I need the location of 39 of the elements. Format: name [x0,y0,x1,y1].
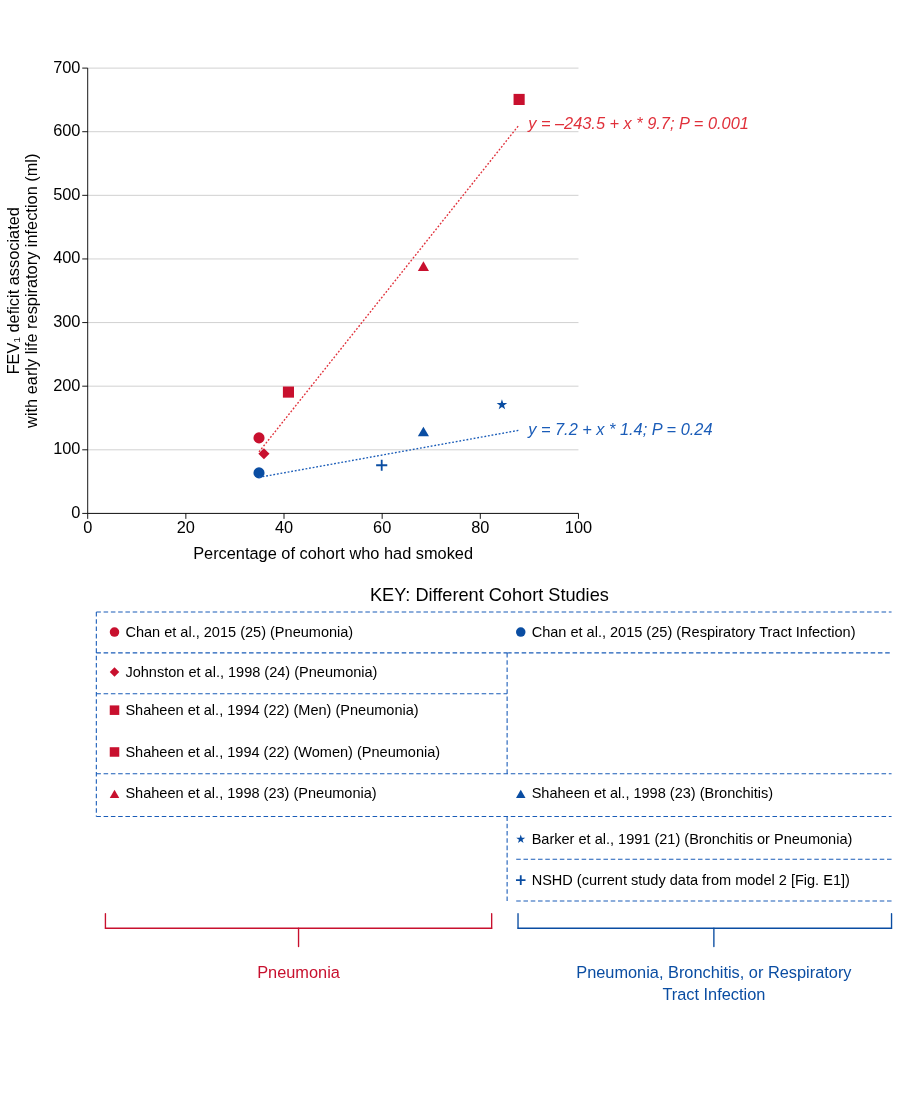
x-tick-label: 60 [373,518,392,537]
legend-label: NSHD (current study data from model 2 [Fig. E1]) [531,871,850,888]
point [253,432,265,444]
y-tick-label: 700 [53,57,81,76]
y-tick-label: 100 [53,439,81,458]
y-tick-label: 400 [53,248,81,267]
text: Pneumonia, Bronchitis, or Respiratory Tract Infection [576,963,853,1004]
y-tick-label: 0 [71,502,81,521]
annotation: y = –243.5 + x * 9.7; P = 0.001 [527,114,749,133]
x-tick-label: 100 [564,518,593,537]
y-tick-label: 300 [53,312,81,331]
y-tick-label: 600 [53,121,81,140]
y-axis-title: FEV₁ deficit associated with early life respiratory infection (ml) [3,153,40,429]
point [496,399,508,410]
point [258,448,270,460]
annotation: y = 7.2 + x * 1.4; P = 0.24 [527,419,713,438]
x-tick-label: 0 [83,518,93,537]
point [375,458,389,472]
y-tick-label: 200 [53,375,81,394]
legend-label: Shaheen et al., 1998 (23) (Pneumonia) [125,785,377,802]
x-tick-label: 40 [274,518,294,537]
legend-label: Barker et al., 1991 (21) (Bronchitis or Pneumonia) [531,830,853,847]
point [513,93,525,106]
legend-label: Shaheen et al., 1994 (22) (Women) (Pneumonia) [125,743,441,760]
legend-label: Chan et al., 2015 (25) (Respiratory Tract Infection) [531,623,856,640]
point [282,386,295,398]
text: Pneumonia [257,963,341,982]
x-tick-label: 80 [471,518,490,537]
y-tick-label: 500 [53,184,81,203]
x-tick-label: 20 [176,518,195,537]
point [253,467,265,479]
legend-label: Shaheen et al., 1998 (23) (Bronchitis) [531,785,774,802]
legend-label: Chan et al., 2015 (25) (Pneumonia) [125,623,354,640]
x-axis-title: Percentage of cohort who had smoked [193,543,473,562]
legend-label: Johnston et al., 1998 (24) (Pneumonia) [125,663,378,680]
point [417,426,429,437]
legend-label: Shaheen et al., 1994 (22) (Men) (Pneumonia) [125,701,419,718]
legend-title: KEY: Different Cohort Studies [369,585,609,606]
point [417,261,429,271]
